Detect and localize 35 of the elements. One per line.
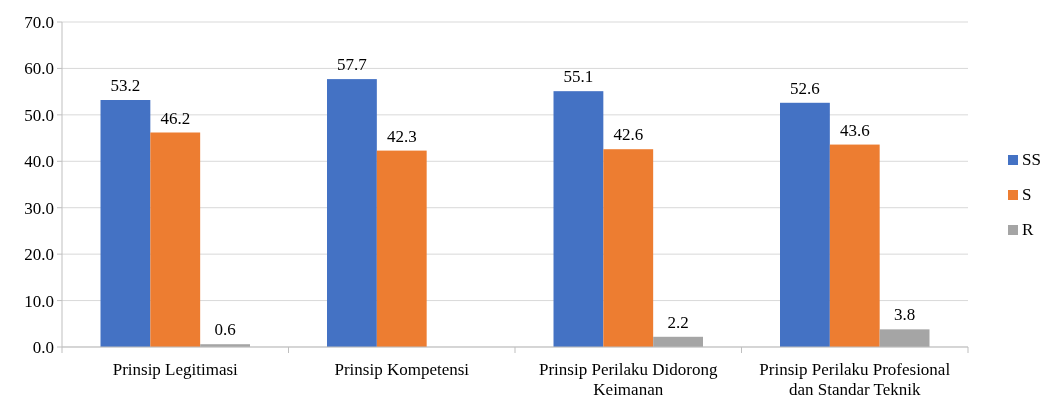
y-tick-label: 0.0 <box>32 337 54 357</box>
y-tick-label: 20.0 <box>24 245 54 265</box>
data-label: 42.3 <box>386 126 417 146</box>
data-label: 52.6 <box>790 78 820 98</box>
x-tick-label: Prinsip Legitimasi <box>112 360 239 379</box>
bar <box>603 149 654 347</box>
y-tick-label: 50.0 <box>24 105 54 125</box>
y-tick-label: 40.0 <box>24 152 54 172</box>
bar <box>327 79 377 347</box>
data-label: 43.6 <box>839 120 870 140</box>
bar <box>553 91 604 347</box>
legend-label: S <box>1022 185 1032 204</box>
data-label: 55.1 <box>563 67 594 87</box>
y-tick-label: 70.0 <box>24 12 54 32</box>
bar <box>100 100 151 347</box>
bar <box>376 150 427 347</box>
data-label: 3.8 <box>893 305 916 325</box>
data-label: 46.2 <box>160 108 191 128</box>
data-label: 42.6 <box>613 125 644 145</box>
y-tick-label: 60.0 <box>24 59 54 79</box>
data-label: 53.2 <box>110 76 141 95</box>
bar <box>879 329 930 347</box>
data-label: 57.7 <box>337 55 368 75</box>
y-tick-label: 30.0 <box>24 198 54 218</box>
y-tick-label: 10.0 <box>24 291 54 311</box>
bar <box>780 102 830 347</box>
legend-label: SS <box>1022 150 1041 169</box>
bar <box>829 144 880 347</box>
x-tick-label: Prinsip Perilaku Didorong Keimanan <box>539 360 718 399</box>
data-label: 0.6 <box>214 320 236 340</box>
bar <box>150 132 201 347</box>
legend-label: R <box>1022 220 1034 239</box>
x-tick-label: Prinsip Kompetensi <box>334 360 470 379</box>
data-label: 2.2 <box>667 312 689 332</box>
x-tick-label: Prinsip Perilaku Profesional dan Standar Teknik <box>759 360 951 399</box>
